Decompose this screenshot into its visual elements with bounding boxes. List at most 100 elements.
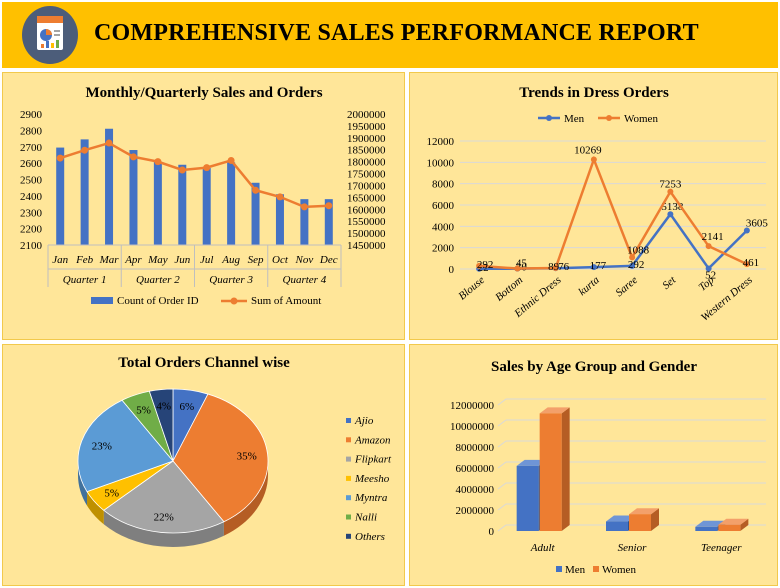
order-count-bar: [227, 162, 236, 245]
legend-swatch-men: [556, 566, 562, 572]
legend-marker-men: [546, 115, 552, 121]
pie-slice-amazon: [172, 393, 269, 523]
x-tick-label: Dec: [319, 254, 338, 266]
y-left-tick-label: 2600: [20, 158, 43, 170]
data-label: 22: [478, 262, 489, 274]
legend-marker-women: [606, 115, 612, 121]
pie-slice-myntra: [77, 399, 174, 493]
legend-swatch: [346, 418, 351, 423]
x-tick-label: Jun: [174, 254, 190, 266]
order-count-bar: [178, 164, 187, 245]
bar-top: [629, 508, 659, 515]
y-right-tick-label: 1800000: [347, 157, 386, 169]
men-point: [743, 227, 750, 234]
dress-orders-chart: Trends in Dress Orders 0 2000 4000 6000 8000 1…: [427, 85, 769, 324]
legend-swatch: [346, 475, 351, 481]
y-left-tick-label: 2700: [20, 142, 43, 154]
legend-label: Myntra: [354, 492, 388, 504]
dress-orders-panel: Trends in Dress Orders 0 2000 4000 6000 8000 1…: [409, 72, 778, 340]
y-right-tick-label: 1550000: [347, 216, 386, 228]
y-right-tick-label: 2000000: [347, 109, 386, 121]
legend-label: Meesho: [354, 473, 390, 485]
y-left-tick-label: 2900: [20, 109, 43, 121]
x-tick-label: Oct: [272, 254, 289, 266]
women-point: [705, 243, 712, 250]
y-right-tick-label: 1600000: [347, 204, 386, 216]
report-header: COMPREHENSIVE SALES PERFORMANCE REPORT: [2, 2, 778, 68]
women-point: [514, 265, 521, 272]
chart-title: Monthly/Quarterly Sales and Orders: [85, 85, 322, 101]
order-count-bar: [324, 199, 333, 245]
channel-orders-panel: Total Orders Channel wise 6% 35% 22% 5% 23% 5%…: [2, 344, 405, 586]
x-tick-label: Sep: [248, 254, 264, 266]
order-count-bar: [300, 199, 309, 245]
y-left-tick-label: 2800: [20, 125, 43, 137]
data-label: 10269: [574, 144, 602, 156]
chart-title: Total Orders Channel wise: [118, 355, 290, 371]
y-right-tick-label: 1850000: [347, 145, 386, 157]
y-right-tick-label: 1950000: [347, 121, 386, 133]
women-bar: [629, 514, 651, 531]
women-point: [590, 156, 597, 163]
women-point: [476, 262, 483, 269]
legend-label: Sum of Amount: [251, 295, 321, 307]
x-tick-label: Jan: [52, 254, 68, 266]
bar-top: [606, 515, 636, 522]
women-point: [552, 265, 559, 272]
bar-top: [718, 518, 749, 525]
gridline-depth: [497, 482, 507, 490]
men-bar: [695, 526, 718, 531]
legend-label: Women: [602, 564, 636, 576]
y-tick-label: 8000: [432, 179, 455, 191]
men-bar: [606, 521, 628, 531]
quarter-label: Quarter 4: [283, 274, 327, 286]
y-left-tick-label: 2400: [20, 191, 43, 203]
data-label: 2141: [702, 231, 724, 243]
x-tick-label: Set: [660, 274, 679, 292]
sales-amount-point: [300, 203, 308, 211]
sales-amount-point: [276, 193, 284, 201]
gridline-depth: [497, 440, 507, 448]
quarter-label: Quarter 2: [136, 274, 180, 286]
y-right-tick-label: 1650000: [347, 192, 386, 204]
data-label: 7253: [659, 179, 682, 191]
y-right-tick-label: 1450000: [347, 240, 386, 252]
x-tick-label: Saree: [613, 274, 640, 299]
y-right-tick-label: 1900000: [347, 133, 386, 145]
legend-label: Women: [624, 113, 658, 125]
pie-slice-side: [87, 491, 104, 525]
order-count-bar: [153, 161, 162, 245]
y-left-tick-label: 2500: [20, 175, 43, 187]
pie-slice-side: [103, 510, 224, 547]
women-point: [629, 254, 636, 261]
y-tick-label: 12000: [427, 136, 455, 148]
order-count-bar: [80, 139, 89, 245]
x-tick-label: Mar: [99, 254, 120, 266]
pie-slice-label: 5%: [136, 404, 151, 416]
data-label: 461: [743, 257, 760, 269]
pie-slice-side: [223, 461, 269, 536]
y-tick-label: 10000000: [450, 421, 495, 433]
pie-slice-flipkart: [103, 460, 225, 534]
gridline-depth: [497, 398, 507, 406]
pie-slice-label: 6%: [180, 401, 195, 413]
gridline-depth: [497, 524, 507, 532]
age-gender-chart: Sales by Age Group and Gender 0 2000000 400…: [450, 359, 766, 576]
order-count-bar: [129, 150, 138, 245]
report-title: COMPREHENSIVE SALES PERFORMANCE REPORT: [94, 20, 699, 46]
y-tick-label: 0: [489, 526, 495, 538]
y-tick-label: 2000000: [456, 505, 495, 517]
pie-slice-others: [148, 388, 174, 462]
women-bar: [539, 413, 562, 531]
order-count-bar: [251, 182, 260, 245]
y-tick-label: 8000000: [456, 442, 495, 454]
data-label: 89: [548, 261, 560, 273]
pie-slice-label: 5%: [104, 488, 119, 500]
legend-swatch-women: [593, 566, 599, 572]
x-tick-label: kurta: [576, 274, 602, 298]
men-point: [629, 262, 636, 269]
order-count-bar: [105, 128, 114, 245]
legend-swatch-marker: [230, 297, 238, 305]
sales-amount-point: [203, 164, 211, 172]
legend-label: Ajio: [354, 415, 374, 427]
